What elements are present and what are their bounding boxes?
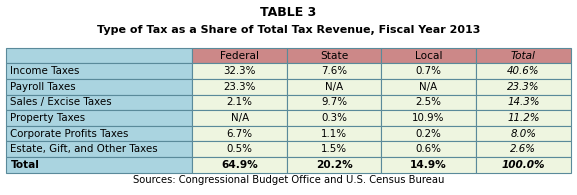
Text: 0.2%: 0.2% bbox=[415, 129, 441, 139]
Text: N/A: N/A bbox=[419, 82, 437, 92]
Text: 2.6%: 2.6% bbox=[511, 144, 537, 154]
Bar bbox=[192, 79, 287, 95]
Text: 6.7%: 6.7% bbox=[227, 129, 253, 139]
Bar bbox=[6, 95, 192, 110]
Text: 14.3%: 14.3% bbox=[507, 97, 539, 107]
Bar bbox=[6, 157, 192, 173]
Text: Corporate Profits Taxes: Corporate Profits Taxes bbox=[10, 129, 129, 139]
Bar bbox=[381, 126, 475, 141]
Bar bbox=[192, 157, 287, 173]
Text: Sources: Congressional Budget Office and U.S. Census Bureau: Sources: Congressional Budget Office and… bbox=[133, 175, 444, 185]
Bar bbox=[475, 141, 571, 157]
Text: 2.5%: 2.5% bbox=[415, 97, 441, 107]
Bar bbox=[381, 95, 475, 110]
Text: 23.3%: 23.3% bbox=[507, 82, 539, 92]
Bar bbox=[192, 110, 287, 126]
Text: Type of Tax as a Share of Total Tax Revenue, Fiscal Year 2013: Type of Tax as a Share of Total Tax Reve… bbox=[97, 25, 480, 35]
Text: TABLE 3: TABLE 3 bbox=[260, 6, 317, 19]
Bar bbox=[381, 157, 475, 173]
Bar bbox=[192, 141, 287, 157]
Text: Total: Total bbox=[511, 51, 536, 61]
Text: N/A: N/A bbox=[231, 113, 249, 123]
Text: 11.2%: 11.2% bbox=[507, 113, 539, 123]
Text: 1.1%: 1.1% bbox=[321, 129, 347, 139]
Text: 64.9%: 64.9% bbox=[221, 160, 258, 170]
Text: Payroll Taxes: Payroll Taxes bbox=[10, 82, 76, 92]
Bar bbox=[6, 79, 192, 95]
Text: 0.7%: 0.7% bbox=[415, 66, 441, 76]
Text: N/A: N/A bbox=[325, 82, 343, 92]
Bar bbox=[381, 63, 475, 79]
Text: 2.1%: 2.1% bbox=[227, 97, 253, 107]
Bar bbox=[287, 79, 381, 95]
Bar bbox=[475, 79, 571, 95]
Text: 0.3%: 0.3% bbox=[321, 113, 347, 123]
Bar bbox=[192, 48, 287, 63]
Bar bbox=[6, 63, 192, 79]
Bar bbox=[287, 48, 381, 63]
Text: 32.3%: 32.3% bbox=[223, 66, 256, 76]
Bar bbox=[287, 110, 381, 126]
Bar bbox=[192, 63, 287, 79]
Text: 0.6%: 0.6% bbox=[415, 144, 441, 154]
Bar bbox=[192, 95, 287, 110]
Text: Sales / Excise Taxes: Sales / Excise Taxes bbox=[10, 97, 112, 107]
Bar bbox=[287, 126, 381, 141]
Text: Local: Local bbox=[415, 51, 442, 61]
Text: 23.3%: 23.3% bbox=[223, 82, 256, 92]
Text: Total: Total bbox=[10, 160, 39, 170]
Text: 100.0%: 100.0% bbox=[501, 160, 545, 170]
Bar bbox=[381, 141, 475, 157]
Text: 20.2%: 20.2% bbox=[316, 160, 353, 170]
Bar bbox=[475, 126, 571, 141]
Bar bbox=[381, 48, 475, 63]
Bar bbox=[6, 141, 192, 157]
Bar bbox=[381, 79, 475, 95]
Text: Federal: Federal bbox=[220, 51, 259, 61]
Bar bbox=[475, 157, 571, 173]
Text: State: State bbox=[320, 51, 348, 61]
Text: 14.9%: 14.9% bbox=[410, 160, 447, 170]
Text: 8.0%: 8.0% bbox=[511, 129, 537, 139]
Bar bbox=[287, 95, 381, 110]
Bar bbox=[475, 110, 571, 126]
Bar bbox=[287, 157, 381, 173]
Text: 7.6%: 7.6% bbox=[321, 66, 347, 76]
Bar bbox=[475, 63, 571, 79]
Bar bbox=[475, 48, 571, 63]
Text: Income Taxes: Income Taxes bbox=[10, 66, 80, 76]
Bar bbox=[6, 126, 192, 141]
Bar bbox=[6, 110, 192, 126]
Bar bbox=[287, 63, 381, 79]
Bar bbox=[287, 141, 381, 157]
Text: 1.5%: 1.5% bbox=[321, 144, 347, 154]
Text: 9.7%: 9.7% bbox=[321, 97, 347, 107]
Bar bbox=[6, 48, 192, 63]
Bar bbox=[192, 126, 287, 141]
Text: Property Taxes: Property Taxes bbox=[10, 113, 85, 123]
Bar bbox=[381, 110, 475, 126]
Text: 40.6%: 40.6% bbox=[507, 66, 539, 76]
Text: Estate, Gift, and Other Taxes: Estate, Gift, and Other Taxes bbox=[10, 144, 158, 154]
Text: 0.5%: 0.5% bbox=[227, 144, 253, 154]
Bar bbox=[475, 95, 571, 110]
Text: 10.9%: 10.9% bbox=[412, 113, 445, 123]
